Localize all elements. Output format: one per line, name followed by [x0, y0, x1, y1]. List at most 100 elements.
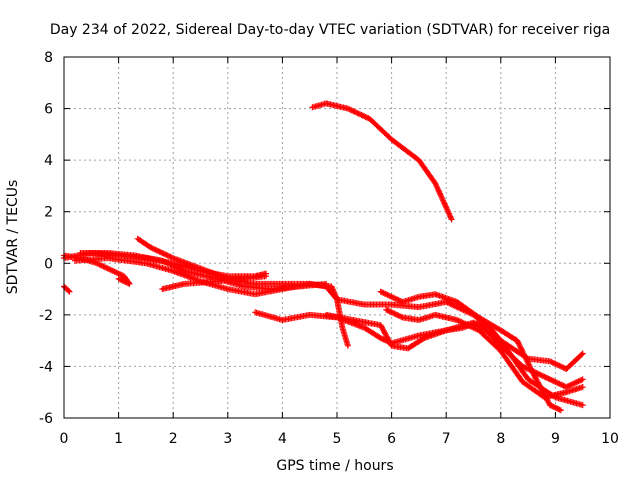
data-marks — [77, 250, 110, 256]
data-point — [557, 407, 564, 414]
data-marks — [241, 273, 268, 282]
data-marks — [514, 337, 536, 376]
data-marks — [252, 309, 284, 323]
data-marks — [339, 324, 351, 348]
data-marks — [443, 325, 465, 334]
data-marks — [454, 299, 481, 320]
data-marks — [405, 335, 427, 352]
data-marks — [415, 299, 448, 311]
y-tick-label: -2 — [39, 308, 53, 324]
x-tick-label: 7 — [442, 431, 451, 447]
data-marks — [344, 105, 372, 122]
data-marks — [415, 291, 437, 300]
data-point — [263, 273, 270, 280]
data-marks — [541, 373, 568, 390]
data-marks — [388, 342, 410, 352]
data-marks — [323, 283, 339, 302]
data-marks — [350, 317, 383, 328]
data-marks — [399, 294, 421, 305]
y-axis-label: SDTVAR / TECUs — [5, 180, 21, 295]
data-marks — [110, 268, 126, 279]
data-marks — [399, 314, 421, 323]
data-point — [579, 402, 586, 409]
data-marks — [377, 322, 394, 348]
data-marks — [93, 260, 115, 274]
series-arc-11 — [377, 288, 564, 414]
data-marks — [323, 100, 350, 112]
data-marks — [432, 291, 459, 305]
data-marks — [546, 402, 563, 413]
data-marks — [541, 389, 568, 401]
data-marks — [117, 276, 133, 287]
y-tick-label: 8 — [44, 50, 53, 66]
data-marks — [148, 244, 175, 261]
data-marks — [71, 255, 110, 264]
x-tick-label: 4 — [278, 431, 287, 447]
data-marks — [476, 314, 503, 333]
series-arc-7 — [159, 273, 270, 293]
data-marks — [563, 351, 585, 372]
y-tick-label: 0 — [44, 256, 53, 272]
data-marks — [546, 358, 568, 372]
data-point — [579, 384, 586, 391]
data-point — [344, 342, 351, 349]
data-marks — [213, 275, 246, 285]
series-arc-9 — [309, 100, 455, 223]
data-marks — [519, 378, 547, 400]
data-marks — [415, 312, 437, 323]
data-marks — [454, 317, 481, 333]
data-point — [115, 275, 122, 282]
data-point — [579, 350, 586, 357]
x-tick-label: 2 — [169, 431, 178, 447]
data-marks — [142, 260, 175, 274]
data-point — [579, 376, 586, 383]
series-arc-6 — [134, 235, 586, 372]
data-marks — [159, 257, 186, 274]
chart-title: Day 234 of 2022, Sidereal Day-to-day VTE… — [50, 22, 610, 38]
x-tick-label: 3 — [223, 431, 232, 447]
data-marks — [388, 136, 421, 163]
data-marks — [497, 348, 525, 384]
y-tick-label: 2 — [44, 205, 53, 221]
data-marks — [361, 324, 383, 341]
grid-layer — [64, 57, 610, 418]
series-arc-12 — [383, 306, 586, 401]
data-marks — [476, 319, 503, 348]
y-tick-label: 4 — [44, 153, 53, 169]
data-marks — [552, 394, 585, 408]
data-marks — [197, 265, 230, 282]
data-marks — [181, 278, 219, 287]
data-marks — [383, 306, 405, 320]
series-arc-10 — [323, 311, 586, 391]
y-tick-label: -6 — [39, 411, 53, 427]
data-marks — [104, 255, 148, 267]
data-marks — [563, 384, 585, 396]
x-tick-label: 10 — [601, 431, 619, 447]
data-marks — [132, 252, 164, 264]
data-marks — [421, 327, 448, 342]
x-tick-label: 1 — [114, 431, 123, 447]
data-marks — [366, 115, 394, 142]
y-tick-label: -4 — [39, 359, 53, 375]
data-point — [448, 216, 455, 223]
data-marks — [181, 268, 219, 282]
data-marks — [432, 180, 454, 221]
series-arc-4 — [71, 255, 351, 349]
data-marks — [476, 327, 503, 353]
data-point — [66, 288, 73, 295]
data-marks — [170, 255, 203, 271]
data-marks — [497, 327, 519, 343]
data-marks — [432, 311, 459, 323]
data-marks — [241, 283, 273, 292]
x-axis-label: GPS time / hours — [276, 458, 393, 474]
data-marks — [159, 281, 186, 293]
data-marks — [134, 235, 154, 250]
y-tick-label: 6 — [44, 102, 53, 118]
data-marks — [415, 157, 438, 186]
data-marks — [279, 312, 312, 323]
data-marks — [361, 301, 394, 308]
series-arc-5 — [77, 250, 330, 293]
x-tick-label: 5 — [333, 431, 342, 447]
x-tick-label: 0 — [60, 431, 69, 447]
